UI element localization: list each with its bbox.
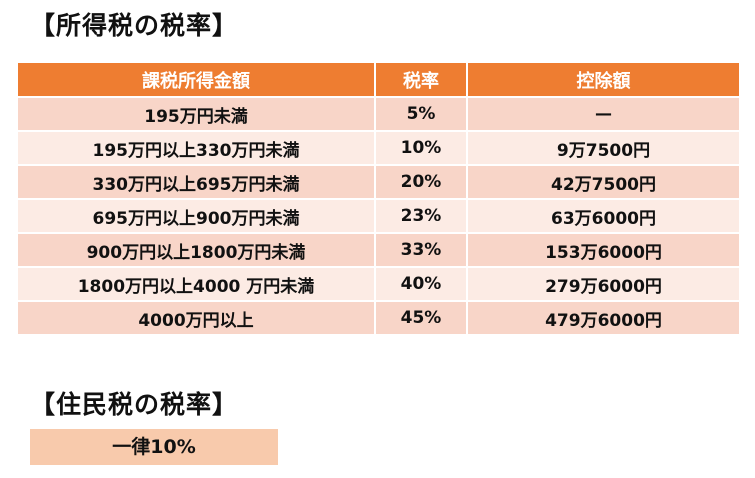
tax-rate-cell: 23% <box>374 198 468 234</box>
income-range-cell: 195万円未満 <box>16 96 376 132</box>
deduction-cell: 42万7500円 <box>466 164 741 200</box>
resident-tax-flat-rate: 一律10% <box>30 429 278 465</box>
column-header-tax-rate: 税率 <box>374 61 468 98</box>
table-row: 4000万円以上 45% 479万6000円 <box>16 300 741 336</box>
resident-tax-heading: 【住民税の税率】 <box>30 390 239 419</box>
table-header-row: 課税所得金額 税率 控除額 <box>16 61 741 98</box>
deduction-cell: 63万6000円 <box>466 198 741 234</box>
tax-rate-cell: 5% <box>374 96 468 132</box>
deduction-cell: 479万6000円 <box>466 300 741 336</box>
table-row: 330万円以上695万円未満 20% 42万7500円 <box>16 164 741 200</box>
table-row: 195万円未満 5% — <box>16 96 741 132</box>
income-range-cell: 330万円以上695万円未満 <box>16 164 376 200</box>
table-row: 900万円以上1800万円未満 33% 153万6000円 <box>16 232 741 268</box>
table-row: 695万円以上900万円未満 23% 63万6000円 <box>16 198 741 234</box>
table-row: 1800万円以上4000 万円未満 40% 279万6000円 <box>16 266 741 302</box>
income-tax-table: 課税所得金額 税率 控除額 195万円未満 5% — 195万円以上330万円未… <box>16 61 741 336</box>
table-row: 195万円以上330万円未満 10% 9万7500円 <box>16 130 741 166</box>
column-header-taxable-income: 課税所得金額 <box>16 61 376 98</box>
tax-rate-cell: 45% <box>374 300 468 336</box>
income-range-cell: 695万円以上900万円未満 <box>16 198 376 234</box>
income-range-cell: 195万円以上330万円未満 <box>16 130 376 166</box>
tax-rate-cell: 40% <box>374 266 468 302</box>
column-header-deduction: 控除額 <box>466 61 741 98</box>
deduction-cell: 9万7500円 <box>466 130 741 166</box>
deduction-cell: 153万6000円 <box>466 232 741 268</box>
tax-rate-cell: 33% <box>374 232 468 268</box>
income-range-cell: 900万円以上1800万円未満 <box>16 232 376 268</box>
income-tax-heading: 【所得税の税率】 <box>30 11 239 40</box>
income-range-cell: 4000万円以上 <box>16 300 376 336</box>
deduction-cell: — <box>466 96 741 132</box>
tax-rate-cell: 10% <box>374 130 468 166</box>
deduction-cell: 279万6000円 <box>466 266 741 302</box>
tax-rate-cell: 20% <box>374 164 468 200</box>
income-range-cell: 1800万円以上4000 万円未満 <box>16 266 376 302</box>
